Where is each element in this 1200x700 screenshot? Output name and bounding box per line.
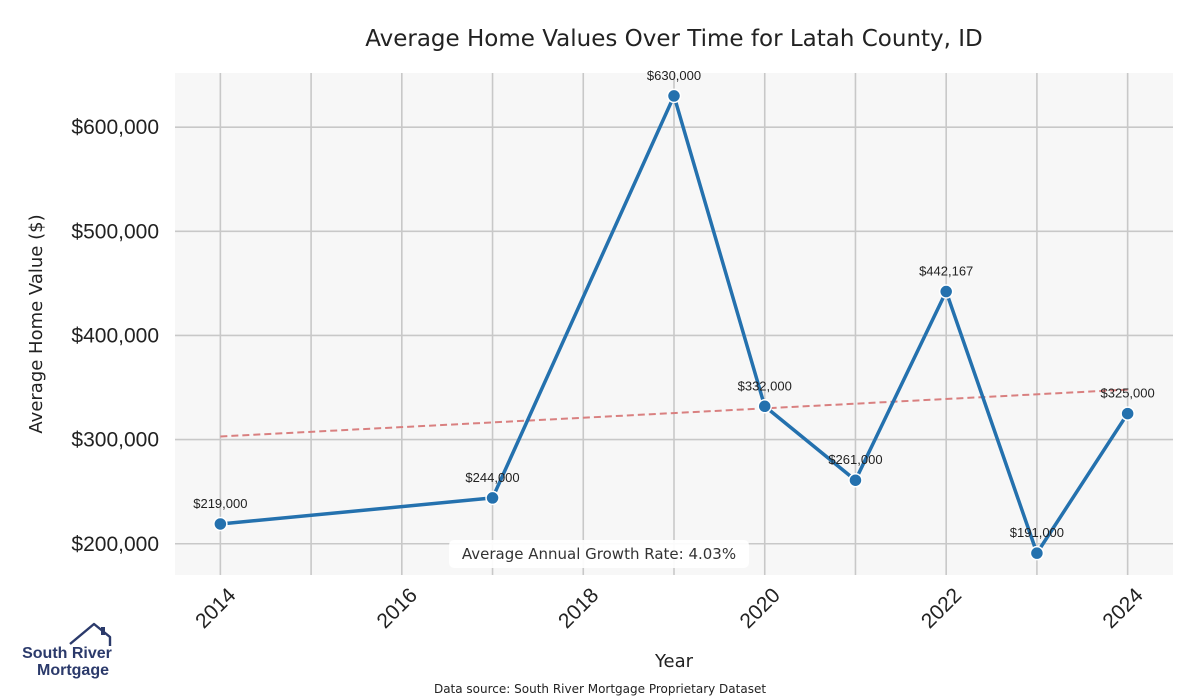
trendline-layer <box>220 388 1128 438</box>
growth-rate-annotation: Average Annual Growth Rate: 4.03% <box>449 540 749 568</box>
series-layer <box>213 88 1135 561</box>
annotation-box <box>449 540 749 568</box>
south-river-logo: South River Mortgage <box>22 622 112 679</box>
annotation-text: Average Annual Growth Rate: 4.03% <box>462 545 736 563</box>
y-axis-label: Average Home Value ($) <box>26 214 47 433</box>
data-source: Data source: South River Mortgage Propri… <box>434 682 766 696</box>
data-label: $325,000 <box>1101 386 1155 401</box>
grid <box>175 73 1173 575</box>
data-label: $442,167 <box>919 264 973 279</box>
data-label: $244,000 <box>465 470 519 485</box>
data-label-layer: $219,000 $244,000 $630,000 $332,000 $261,000… <box>193 68 1155 540</box>
data-point <box>848 472 863 488</box>
series-line <box>218 94 1130 555</box>
y-tick-label: $500,000 <box>71 220 159 243</box>
data-point <box>938 284 954 299</box>
x-tick-label: 2020 <box>735 584 784 633</box>
y-tick-label: $400,000 <box>71 324 159 347</box>
logo-line-1: South River <box>22 645 112 662</box>
x-tick-label: 2024 <box>1098 584 1148 634</box>
data-label: $261,000 <box>828 452 882 467</box>
data-point <box>666 88 682 104</box>
data-label: $332,000 <box>738 378 792 393</box>
x-axis-label: Year <box>654 651 694 672</box>
y-tick-label: $300,000 <box>71 429 159 452</box>
data-point <box>757 399 772 414</box>
data-point <box>213 516 228 532</box>
x-tick-label: 2022 <box>917 584 966 633</box>
y-tick-label: $600,000 <box>71 116 159 139</box>
trendline <box>220 388 1128 438</box>
y-tick-label: $200,000 <box>71 533 159 556</box>
data-label: $630,000 <box>647 68 701 83</box>
x-tick-label: 2016 <box>373 584 422 633</box>
data-point <box>1029 545 1045 561</box>
chimney-icon <box>101 627 105 635</box>
chart-title: Average Home Values Over Time for Latah … <box>365 26 983 52</box>
data-point <box>485 490 500 506</box>
data-point <box>1120 406 1135 421</box>
data-label: $219,000 <box>193 496 247 511</box>
x-tick-label: 2018 <box>554 584 603 633</box>
data-label: $191,000 <box>1010 525 1064 540</box>
x-tick-label: 2014 <box>191 584 241 634</box>
logo-line-2: Mortgage <box>37 662 109 679</box>
